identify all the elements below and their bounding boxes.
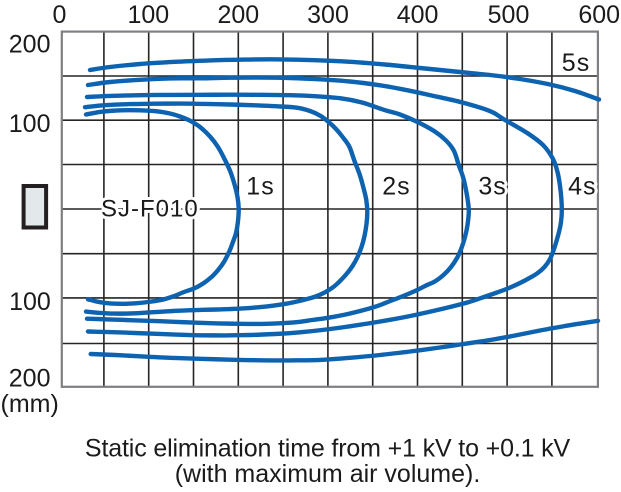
svg-text:0: 0 [52,1,66,29]
svg-text:(with maximum air volume).: (with maximum air volume). [175,460,481,488]
svg-text:1s: 1s [246,173,274,201]
svg-text:4s: 4s [568,173,596,201]
svg-text:600: 600 [578,1,620,29]
svg-text:100: 100 [9,110,51,138]
svg-text:100: 100 [9,288,51,316]
svg-text:200: 200 [217,1,259,29]
svg-text:200: 200 [9,31,51,59]
svg-text:5s: 5s [562,49,590,77]
svg-text:400: 400 [397,1,439,29]
svg-text:(mm): (mm) [1,390,59,418]
svg-text:SJ-F010: SJ-F010 [101,196,199,223]
svg-text:100: 100 [127,1,169,29]
svg-text:300: 300 [307,1,349,29]
svg-text:3s: 3s [478,173,506,201]
svg-text:Static elimination time from +: Static elimination time from +1 kV to +0… [85,435,571,463]
svg-text:500: 500 [488,1,530,29]
svg-text:200: 200 [9,365,51,393]
svg-text:2s: 2s [382,173,410,201]
